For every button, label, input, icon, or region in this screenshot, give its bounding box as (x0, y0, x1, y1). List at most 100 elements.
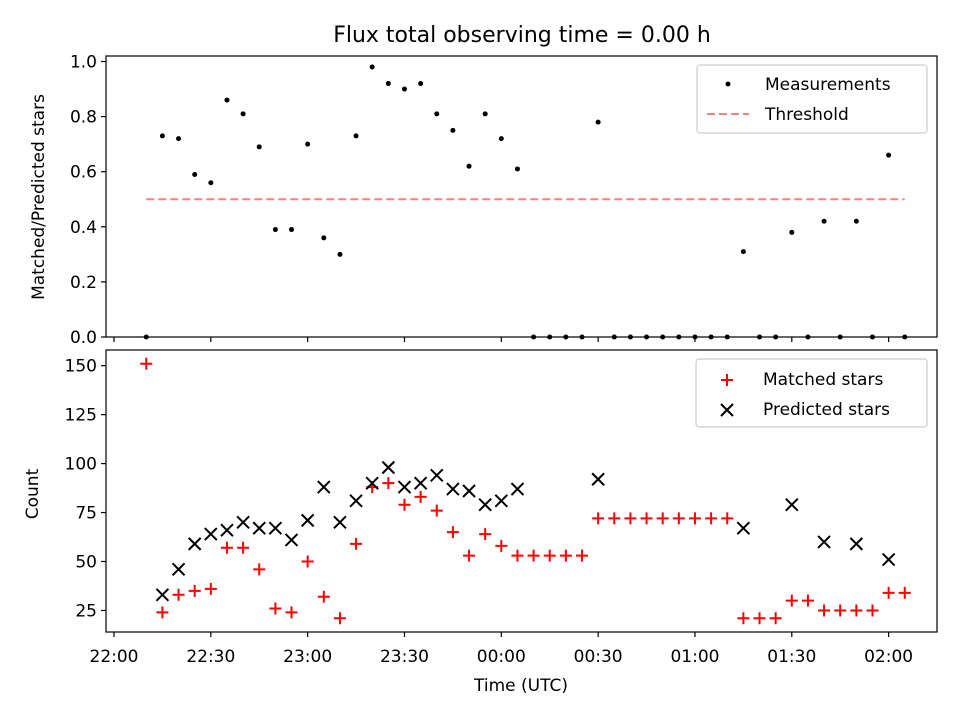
matched-star-point (172, 588, 185, 601)
matched-star-point (463, 549, 476, 562)
measurement-point (289, 227, 295, 233)
predicted-stars-series (155, 460, 896, 602)
matched-star-point (495, 539, 508, 552)
predicted-star-point (591, 472, 605, 486)
predicted-star-point (284, 533, 299, 547)
measurement-point (773, 334, 779, 340)
predicted-star-point (268, 521, 283, 535)
predicted-star-point (785, 498, 799, 512)
y-tick-label: 0.0 (70, 328, 97, 348)
matched-star-point (801, 594, 814, 607)
measurement-point (644, 334, 650, 340)
predicted-star-point (462, 484, 476, 498)
measurement-point (369, 64, 375, 70)
measurement-point (837, 334, 843, 340)
matched-star-point (188, 584, 201, 597)
measurements-series (143, 64, 908, 340)
y-tick-label: 0.2 (70, 273, 97, 293)
measurement-point (902, 334, 908, 340)
matched-star-point (882, 586, 895, 599)
predicted-star-point (333, 515, 347, 530)
matched-star-point (753, 612, 766, 625)
predicted-star-point (317, 480, 331, 494)
predicted-star-point (365, 476, 379, 490)
matched-star-point (253, 563, 266, 576)
matched-star-point (220, 541, 233, 554)
matched-star-point (382, 477, 395, 490)
y-tick-label: 150 (65, 357, 97, 377)
measurement-point (208, 180, 214, 186)
measurement-point (192, 171, 198, 177)
top-y-ticks: 0.0 0.2 0.4 0.6 0.8 1.0 (70, 53, 106, 348)
measurement-point (724, 334, 730, 340)
bottom-y-axis-label: Count (23, 468, 43, 519)
measurement-point (789, 229, 795, 235)
top-chart-title: Flux total observing time = 0.00 h (333, 23, 711, 48)
legend-matched-label: Matched stars (763, 370, 883, 390)
matched-star-point (317, 590, 330, 603)
y-tick-label: 50 (75, 553, 97, 573)
matched-star-point (688, 512, 701, 525)
matched-star-point (204, 582, 217, 595)
measurement-point (482, 111, 488, 117)
x-tick-label: 22:30 (186, 647, 235, 667)
matched-star-point (624, 512, 637, 525)
legend-predicted-label: Predicted stars (763, 400, 890, 420)
matched-star-point (559, 549, 572, 562)
measurement-point (579, 334, 585, 340)
measurement-point (757, 334, 763, 340)
matched-star-point (527, 549, 540, 562)
measurement-point (337, 251, 343, 257)
measurement-point (385, 81, 391, 87)
matched-star-point (543, 549, 556, 562)
measurement-point (159, 133, 165, 139)
top-x-ticks (113, 337, 890, 342)
measurement-point (256, 144, 262, 150)
top-panel: Flux total observing time = 0.00 h Match… (29, 23, 938, 348)
measurement-point (708, 334, 714, 340)
matched-star-point (446, 526, 459, 539)
y-tick-label: 0.6 (70, 163, 97, 183)
measurement-point (321, 235, 327, 241)
x-tick-label: 23:30 (380, 647, 429, 667)
matched-star-point (350, 537, 363, 550)
y-tick-label: 100 (65, 455, 97, 475)
matched-star-point (333, 612, 346, 625)
measurement-point (305, 141, 311, 147)
predicted-star-point (236, 515, 250, 530)
x-tick-label: 01:00 (670, 647, 719, 667)
x-tick-label: 01:30 (767, 647, 816, 667)
measurement-point (176, 136, 182, 142)
matched-star-point (672, 512, 685, 525)
matched-star-point (721, 512, 734, 525)
matched-star-point (285, 606, 298, 619)
predicted-star-point (736, 521, 751, 535)
matched-star-point (269, 602, 282, 615)
legend-matched-marker (721, 374, 733, 386)
matched-star-point (479, 528, 492, 541)
matched-star-point (414, 490, 427, 503)
bottom-y-ticks: 25 50 75 100 125 150 (65, 357, 106, 621)
y-tick-label: 0.4 (70, 218, 97, 238)
predicted-star-point (171, 562, 186, 577)
predicted-star-point (510, 482, 525, 496)
top-legend-box (696, 64, 928, 134)
measurement-point (434, 111, 440, 117)
bottom-legend-box (695, 358, 928, 428)
y-tick-label: 125 (65, 406, 97, 426)
matched-star-point (898, 586, 911, 599)
predicted-star-point (881, 552, 896, 567)
bottom-plot-frame (105, 349, 938, 633)
x-tick-label: 23:00 (283, 647, 332, 667)
matched-star-point (866, 604, 879, 617)
predicted-star-point (220, 523, 234, 537)
measurement-point (611, 334, 617, 340)
measurement-point (676, 334, 682, 340)
predicted-star-point (155, 588, 170, 602)
predicted-star-point (446, 482, 460, 496)
matched-star-point (656, 512, 669, 525)
measurement-point (514, 166, 520, 172)
predicted-star-point (252, 521, 266, 535)
measurement-point (353, 133, 359, 139)
